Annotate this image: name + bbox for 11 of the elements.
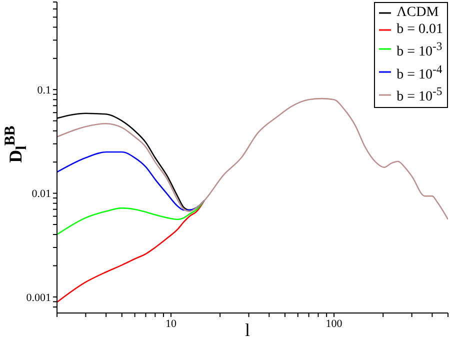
legend-label: ΛCDM bbox=[396, 4, 439, 21]
legend-label: b = 10$^{-4}$ bbox=[396, 62, 442, 84]
x-tick-label: 10 bbox=[165, 318, 177, 330]
x-axis-title: l bbox=[245, 320, 250, 341]
y-tick-label: 0.001 bbox=[26, 292, 51, 304]
legend-label: b = 10$^{-5}$ bbox=[396, 84, 442, 106]
x-tick-label: 100 bbox=[326, 318, 343, 330]
y-tick-label: 0.1 bbox=[37, 84, 51, 97]
legend-label: b = 0.01 bbox=[396, 21, 443, 38]
y-tick-label: 0.01 bbox=[32, 188, 51, 200]
legend-label: b = 10$^{-3}$ bbox=[396, 39, 442, 61]
